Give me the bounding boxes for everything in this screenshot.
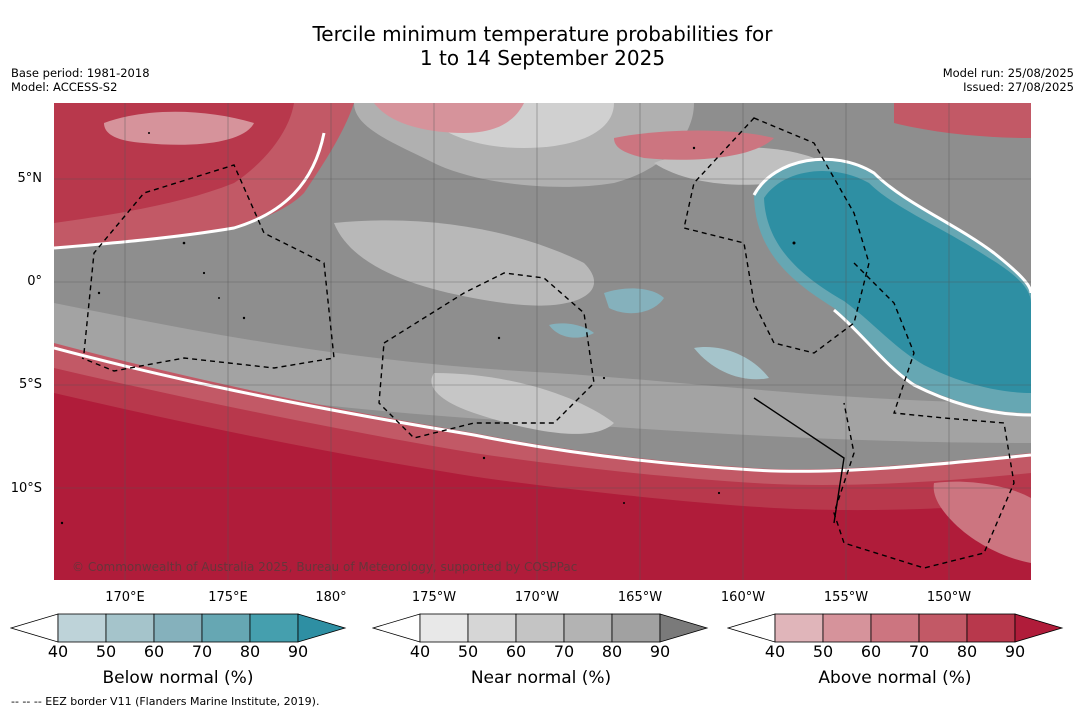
colorbar-segment (201, 613, 251, 643)
colorbar-extend-high (297, 613, 347, 643)
lon-label-165w: 165°W (617, 590, 663, 605)
colorbar-segment (467, 613, 517, 643)
colorbar-tick-label: 80 (239, 642, 261, 661)
lat-label-0: 0° (27, 274, 42, 289)
near-normal-light-patch-2 (431, 373, 614, 434)
above-normal-top-right (894, 103, 1031, 138)
above-normal-bottom-core (54, 393, 1031, 580)
colorbar-segment (153, 613, 203, 643)
below-normal-patch-3 (694, 347, 769, 380)
map-grid (54, 103, 1031, 580)
above-normal-bottom-right-light (933, 481, 1031, 563)
colorbar-segment (918, 613, 968, 643)
colorbar-tick-label: 90 (1004, 642, 1026, 661)
meta-left: Base period: 1981-2018 Model: ACCESS-S2 (11, 66, 150, 94)
colorbar-tick-label: 50 (457, 642, 479, 661)
lon-label-155w: 155°W (823, 590, 869, 605)
colorbar-above-normal (727, 613, 1064, 643)
probability-map (54, 103, 1031, 580)
colorbar-extend-low (727, 613, 776, 643)
colorbar-tick-label: 70 (908, 642, 930, 661)
near-normal-band (54, 303, 1031, 443)
colorbar-title-near: Near normal (%) (470, 668, 612, 688)
above-normal-top-left-light (104, 111, 254, 145)
colorbar-title-above: Above normal (%) (818, 668, 972, 688)
colorbar-segment (419, 613, 469, 643)
title-line-1: Tercile minimum temperature probabilitie… (312, 22, 773, 46)
colorbar-tick-label: 50 (812, 642, 834, 661)
colorbar-tick-label: 90 (287, 642, 309, 661)
title-line-2: 1 to 14 September 2025 (419, 46, 666, 70)
colorbar-near-normal (372, 613, 709, 643)
meta-right: Model run: 25/08/2025 Issued: 27/08/2025 (943, 66, 1074, 94)
colorbar-segment (515, 613, 565, 643)
colorbar-tick-label: 80 (601, 642, 623, 661)
colorbar-tick-label: 40 (409, 642, 431, 661)
colorbar-below-normal (10, 613, 347, 643)
below-normal-patch-2 (549, 323, 594, 338)
colorbar-segment (611, 613, 661, 643)
lon-label-160w: 160°W (720, 590, 766, 605)
colorbar-segment (966, 613, 1016, 643)
lon-label-180: 180° (315, 590, 347, 605)
colorbar-segment (105, 613, 155, 643)
lat-label-5n: 5°N (17, 171, 43, 186)
colorbar-extend-low (10, 613, 59, 643)
lat-label-10s: 10°S (10, 481, 42, 496)
colorbar-tick-label: 60 (505, 642, 527, 661)
colorbar-tick-label: 40 (764, 642, 786, 661)
colorbar-tick-label: 70 (191, 642, 213, 661)
colorbar-segment (774, 613, 824, 643)
base-period-text: Base period: 1981-2018 (11, 66, 150, 80)
lon-label-170e: 170°E (105, 590, 145, 605)
lon-label-150w: 150°W (926, 590, 972, 605)
copyright-text: © Commonwealth of Australia 2025, Bureau… (72, 560, 578, 574)
colorbar-tick-label: 60 (143, 642, 165, 661)
above-normal-top-middle (374, 103, 524, 133)
colorbar-tick-label: 50 (95, 642, 117, 661)
colorbar-segment (822, 613, 872, 643)
colorbar-extend-high (1014, 613, 1064, 643)
lat-label-5s: 5°S (18, 377, 42, 392)
eez-footnote: -- -- -- EEZ border V11 (Flanders Marine… (11, 695, 320, 708)
colorbar-extend-low (372, 613, 421, 643)
near-normal-patch (334, 220, 595, 306)
lon-label-175w: 175°W (411, 590, 457, 605)
colorbar-tick-label: 90 (649, 642, 671, 661)
colorbar-segment (870, 613, 920, 643)
contour-line (54, 346, 1031, 473)
colorbar-segment (563, 613, 613, 643)
contour-line (54, 132, 326, 250)
map-title: Tercile minimum temperature probabilitie… (0, 22, 1085, 70)
colorbar-segment (249, 613, 299, 643)
model-text: Model: ACCESS-S2 (11, 80, 118, 94)
eez-solid-borders (753, 397, 845, 524)
colorbar-segment (57, 613, 107, 643)
lon-label-170w: 170°W (514, 590, 560, 605)
colorbar-tick-label: 40 (47, 642, 69, 661)
lon-label-175e: 175°E (208, 590, 248, 605)
below-normal-patch-1 (604, 288, 664, 314)
contour-line (752, 157, 1031, 294)
issued-text: Issued: 27/08/2025 (963, 80, 1074, 94)
above-normal-top-center (614, 130, 774, 160)
eez-borders (81, 117, 1015, 569)
island-markers (60, 132, 796, 525)
colorbar-title-below: Below normal (%) (102, 668, 254, 688)
colorbar-tick-label: 70 (553, 642, 575, 661)
colorbar-tick-label: 80 (956, 642, 978, 661)
model-run-text: Model run: 25/08/2025 (942, 66, 1074, 80)
colorbar-extend-high (659, 613, 709, 643)
colorbar-tick-label: 60 (860, 642, 882, 661)
